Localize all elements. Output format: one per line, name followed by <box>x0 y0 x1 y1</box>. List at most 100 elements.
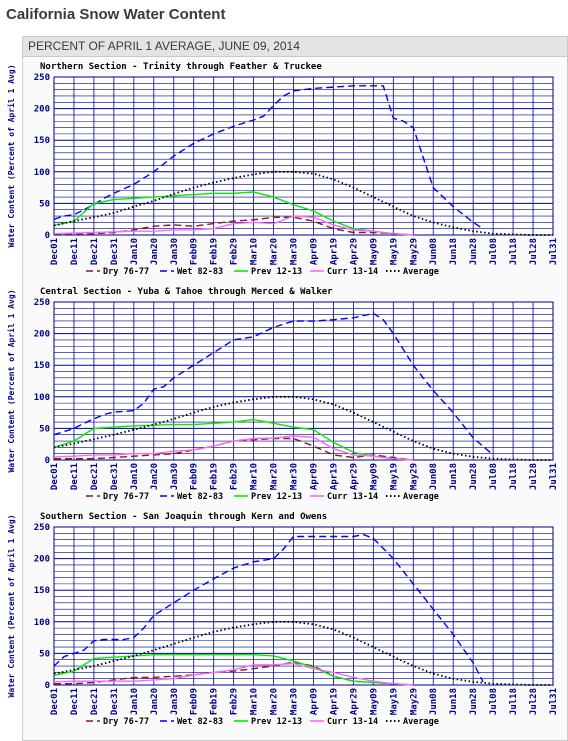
x-tick-label: Feb19 <box>210 463 220 490</box>
x-tick-label: Jan10 <box>130 688 140 715</box>
x-tick-label: Dec11 <box>70 688 80 715</box>
plot-area <box>53 76 554 236</box>
x-tick-label: Jan30 <box>170 463 180 490</box>
x-tick-label: Jul18 <box>509 238 519 265</box>
legend-label: Dry 76-77 <box>103 492 149 502</box>
x-tick-label: Dec31 <box>110 688 120 715</box>
legend-label: Wet 82-83 <box>177 267 223 277</box>
x-tick-label: May19 <box>389 238 399 265</box>
x-tick-label: Dec11 <box>70 463 80 490</box>
x-tick-label: Jan20 <box>150 688 160 715</box>
x-tick-label: Feb19 <box>210 688 220 715</box>
x-tick-label: May09 <box>369 463 379 490</box>
snow-water-charts: Northern Section - Trinity through Feath… <box>6 61 559 727</box>
x-tick-label: Apr29 <box>349 238 359 265</box>
x-tick-label: Jul28 <box>529 463 539 490</box>
x-tick-label: Feb29 <box>230 688 240 715</box>
x-tick-label: Dec21 <box>90 463 100 490</box>
x-tick-label: May29 <box>409 688 419 715</box>
legend-label: Curr 13-14 <box>327 267 378 277</box>
series-line-dry-76-77 <box>54 661 414 686</box>
x-tick-label: May29 <box>409 238 419 265</box>
x-tick-label: Dec31 <box>110 463 120 490</box>
x-tick-label: Jul18 <box>509 688 519 715</box>
legend-label: Prev 12-13 <box>251 267 302 277</box>
x-tick-label: Mar30 <box>290 238 300 265</box>
y-tick-label: 0 <box>45 231 50 241</box>
series-line-average <box>53 395 553 461</box>
series-line-prev-12-13 <box>53 191 414 236</box>
x-tick-label: Feb29 <box>230 238 240 265</box>
x-tick-label: Feb09 <box>190 688 200 715</box>
chart-3: Southern Section - San Joaquin through K… <box>6 511 559 727</box>
x-tick-label: Apr09 <box>309 238 319 265</box>
x-tick-label: Dec01 <box>50 463 60 490</box>
x-tick-label: Apr19 <box>329 238 339 265</box>
x-tick-label: Jul28 <box>529 688 539 715</box>
x-tick-label: Jul31 <box>549 688 559 715</box>
x-tick-label: Mar10 <box>250 463 260 490</box>
x-tick-label: Jul08 <box>489 463 499 490</box>
x-tick-label: Jun28 <box>469 463 479 490</box>
x-tick-label: Jun18 <box>449 463 459 490</box>
x-tick-label: Mar20 <box>270 238 280 265</box>
y-tick-label: 250 <box>34 298 50 308</box>
y-axis-label: Water Content (Percent of April 1 Avg) <box>6 289 16 472</box>
x-tick-label: May19 <box>389 688 399 715</box>
x-tick-label: Dec21 <box>90 688 100 715</box>
x-tick-label: Apr19 <box>329 688 339 715</box>
y-tick-label: 150 <box>34 586 50 596</box>
series-line-wet-82-83 <box>53 533 484 683</box>
x-tick-label: Apr09 <box>309 688 319 715</box>
legend-label: Average <box>403 492 439 502</box>
x-tick-label: Mar10 <box>250 688 260 715</box>
legend-label: Dry 76-77 <box>103 717 149 727</box>
y-tick-label: 150 <box>34 361 50 371</box>
x-tick-label: Jul31 <box>549 463 559 490</box>
legend-label: Wet 82-83 <box>177 717 223 727</box>
y-tick-label: 200 <box>34 105 50 115</box>
x-tick-label: Feb09 <box>190 238 200 265</box>
chart-title: Central Section - Yuba & Tahoe through M… <box>40 286 333 297</box>
series-line-curr-13-14 <box>53 215 414 236</box>
x-tick-label: Feb09 <box>190 463 200 490</box>
x-tick-label: Dec11 <box>70 238 80 265</box>
series-line-average <box>53 170 553 236</box>
chart-1: Northern Section - Trinity through Feath… <box>6 61 559 277</box>
series-line-wet-82-83 <box>53 312 494 456</box>
legend-label: Wet 82-83 <box>177 492 223 502</box>
plot-area <box>53 526 554 686</box>
y-tick-label: 100 <box>34 618 50 628</box>
x-tick-label: Jan20 <box>150 238 160 265</box>
legend-label: Prev 12-13 <box>251 492 302 502</box>
x-tick-label: May09 <box>369 688 379 715</box>
x-tick-label: Apr29 <box>349 463 359 490</box>
legend-label: Curr 13-14 <box>327 717 378 727</box>
x-tick-label: May19 <box>389 463 399 490</box>
legend-label: Prev 12-13 <box>251 717 302 727</box>
chart-title: Northern Section - Trinity through Feath… <box>40 61 322 72</box>
x-tick-label: Dec01 <box>50 238 60 265</box>
x-tick-label: Jul31 <box>549 238 559 265</box>
chart-2: Central Section - Yuba & Tahoe through M… <box>6 286 559 502</box>
x-tick-label: Jan30 <box>170 688 180 715</box>
x-tick-label: Mar30 <box>290 688 300 715</box>
x-tick-label: Jun18 <box>449 238 459 265</box>
x-tick-label: Jan20 <box>150 463 160 490</box>
y-tick-label: 200 <box>34 330 50 340</box>
legend-label: Curr 13-14 <box>327 492 378 502</box>
x-tick-label: Jun18 <box>449 688 459 715</box>
x-tick-label: Jul08 <box>489 238 499 265</box>
series-line-prev-12-13 <box>53 418 414 461</box>
y-axis-label: Water Content (Percent of April 1 Avg) <box>6 64 16 247</box>
series-line-prev-12-13 <box>53 654 414 686</box>
y-tick-label: 0 <box>45 456 50 466</box>
y-axis-label: Water Content (Percent of April 1 Avg) <box>6 514 16 697</box>
chart-title: Southern Section - San Joaquin through K… <box>40 511 327 522</box>
x-tick-label: Apr29 <box>349 688 359 715</box>
x-tick-label: May09 <box>369 238 379 265</box>
x-tick-label: Dec01 <box>50 688 60 715</box>
x-tick-label: Apr19 <box>329 463 339 490</box>
x-tick-label: Mar20 <box>270 688 280 715</box>
x-tick-label: Jul08 <box>489 688 499 715</box>
